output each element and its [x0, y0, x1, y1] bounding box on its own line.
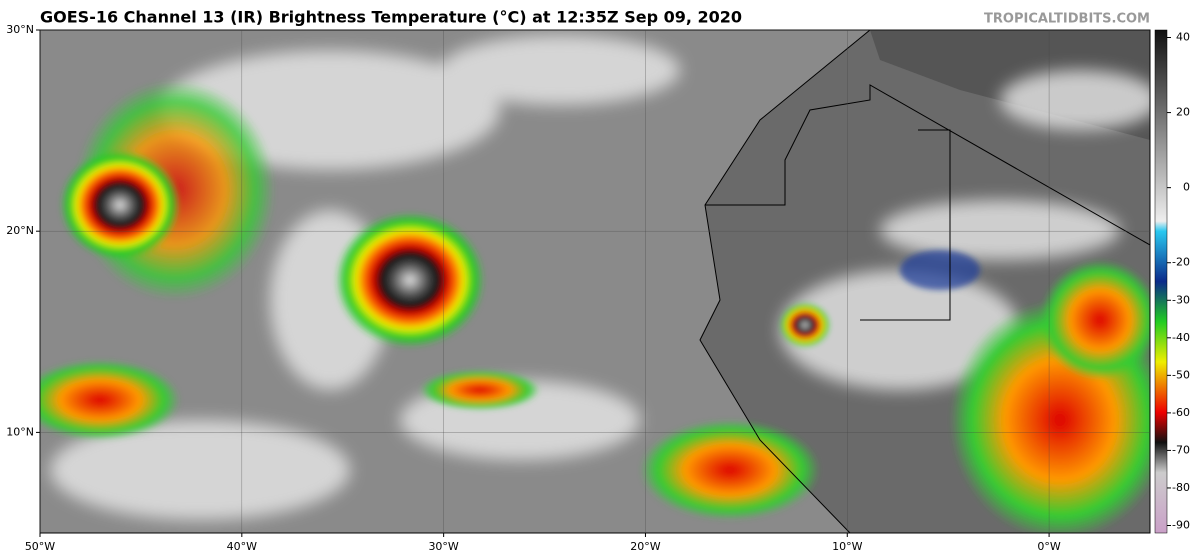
colorbar-tick-label: 20 — [1176, 106, 1190, 119]
colorbar-tick-label: -30 — [1172, 293, 1190, 306]
colorbar-tick-label: -70 — [1172, 443, 1190, 456]
lat-tick-label: 20°N — [6, 224, 34, 237]
colorbar-tick-label: -60 — [1172, 406, 1190, 419]
lon-tick-label: 50°W — [25, 540, 55, 553]
colorbar-tick-label: -80 — [1172, 481, 1190, 494]
colorbar-tick-label: -20 — [1172, 256, 1190, 269]
colorbar-tick-label: 0 — [1183, 181, 1190, 194]
lon-tick-label: 40°W — [227, 540, 257, 553]
lon-tick-label: 10°W — [832, 540, 862, 553]
lat-tick-label: 30°N — [6, 23, 34, 36]
colorbar-tick-label: -50 — [1172, 368, 1190, 381]
source-label: TROPICALTIDBITS.COM — [984, 12, 1150, 27]
colorbar-tick-label: 40 — [1176, 31, 1190, 44]
lat-tick-label: 10°N — [6, 425, 34, 438]
satellite-imagery — [40, 30, 1150, 533]
colorbar — [1154, 29, 1168, 534]
lon-tick-label: 0°W — [1037, 540, 1060, 553]
lon-tick-label: 20°W — [630, 540, 660, 553]
lon-tick-label: 30°W — [428, 540, 458, 553]
colorbar-tick-label: -90 — [1172, 518, 1190, 531]
colorbar-tick-label: -40 — [1172, 331, 1190, 344]
map-title: GOES-16 Channel 13 (IR) Brightness Tempe… — [40, 8, 742, 27]
